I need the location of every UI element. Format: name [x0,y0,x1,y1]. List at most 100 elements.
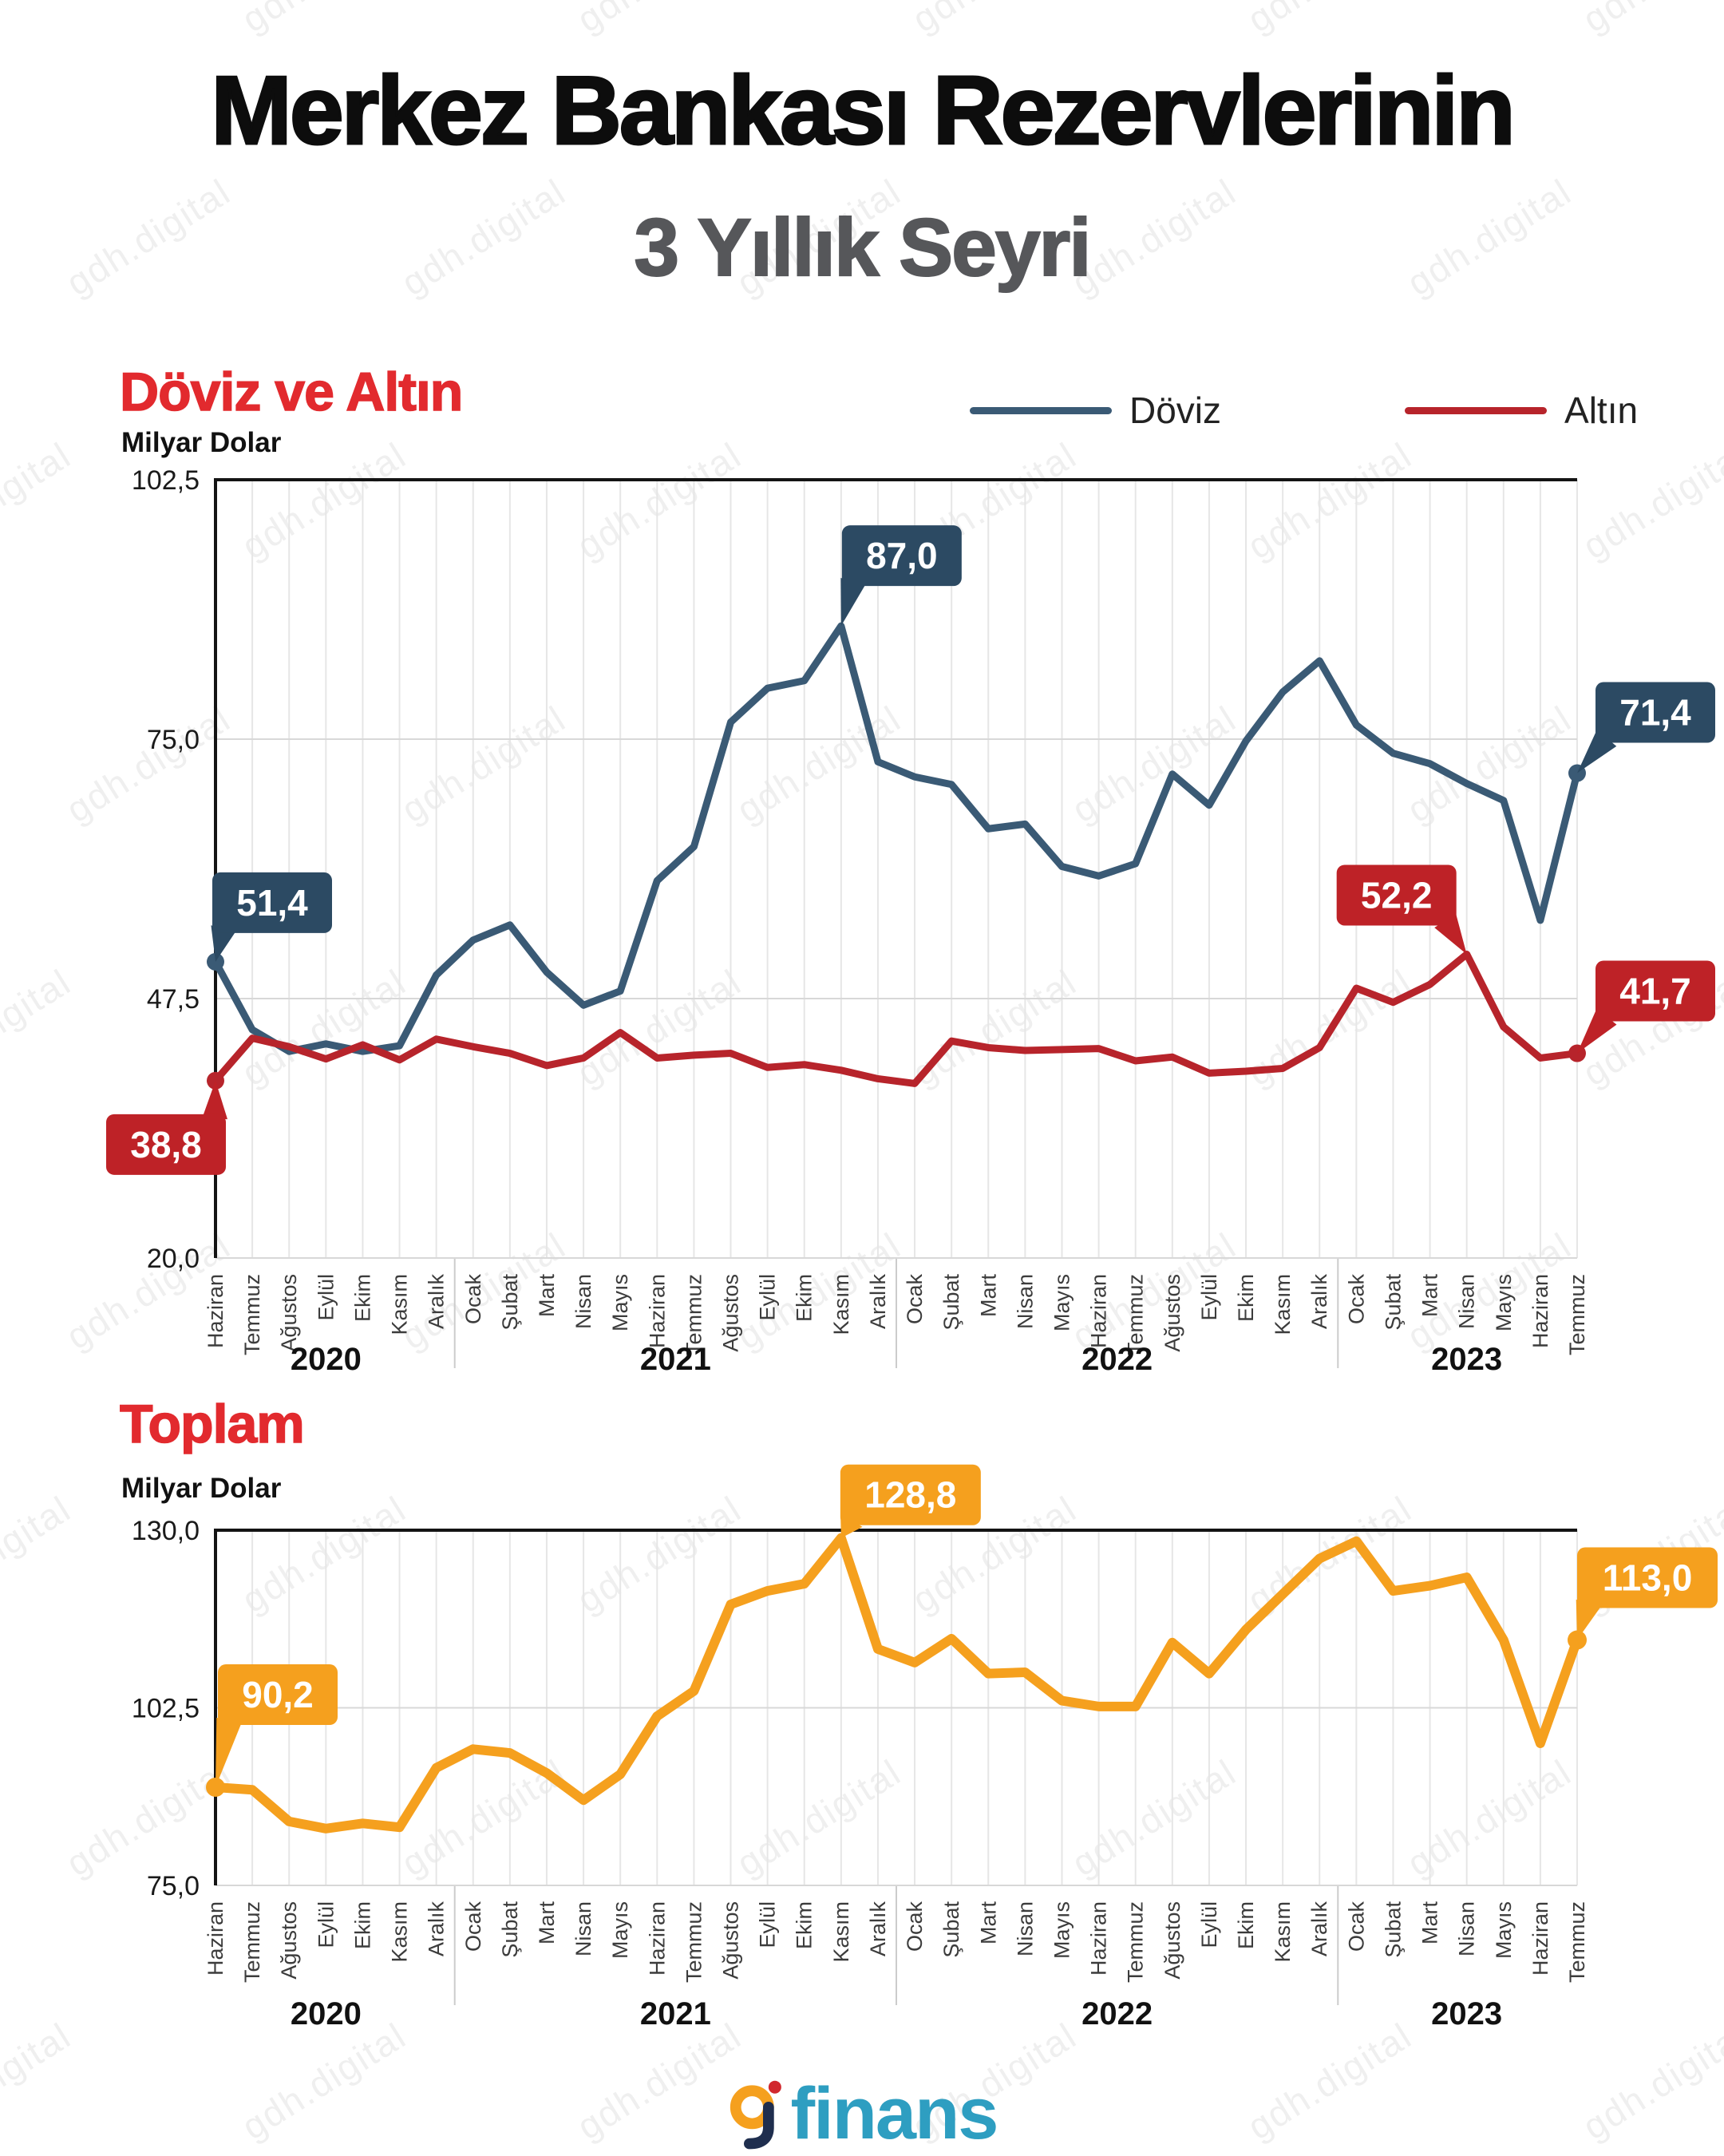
ytick-label: 47,5 [147,984,200,1015]
month-label: Mart [976,1274,1000,1317]
callout-51,4: 51,4 [211,872,332,962]
month-label: Ocak [461,1274,485,1325]
month-label: Haziran [645,1901,669,1976]
ytick-label: 130,0 [132,1516,200,1546]
endpoint-dot [206,1778,225,1798]
month-label: Ağustos [1161,1274,1184,1352]
doviz-line-swatch [970,406,1112,414]
endpoint-dot [207,952,224,971]
month-label: Ocak [461,1901,485,1952]
year-label: 2020 [291,1996,362,2031]
unit-label-chart2: Milyar Dolar [121,1473,282,1504]
month-label: Haziran [204,1901,227,1976]
endpoint-dot [207,1071,224,1090]
month-label: Ekim [793,1274,817,1322]
month-label: Ekim [1234,1274,1258,1322]
year-label: 2020 [291,1342,362,1377]
year-label: 2022 [1081,1996,1153,2031]
month-label: Eylül [756,1274,780,1321]
month-label: Haziran [1528,1901,1552,1976]
month-label: Kasım [1271,1901,1295,1963]
ytick-label: 75,0 [147,1871,200,1901]
month-label: Haziran [1087,1901,1111,1976]
month-label: Kasım [1271,1274,1295,1335]
callout-41,7: 41,7 [1577,960,1715,1054]
month-label: Şubat [1381,1274,1405,1331]
svg-text:52,2: 52,2 [1361,874,1433,916]
month-label: Kasım [388,1274,412,1335]
month-label: Mart [976,1901,1000,1944]
watermark-text: gdh.digital [234,0,413,41]
month-label: Ocak [1344,1901,1368,1952]
month-label: Kasım [829,1901,853,1963]
month-label: Aralık [1307,1274,1331,1330]
month-label: Ağustos [719,1274,743,1352]
month-label: Kasım [829,1274,853,1335]
month-label: Mayıs [1050,1901,1074,1959]
page-subtitle: 3 Yıllık Seyri [633,201,1092,294]
month-label: Mayıs [1050,1274,1074,1331]
legend-item-altin: Altın [1405,389,1638,432]
gfinans-logo: finans [0,2072,1724,2156]
month-label: Nisan [1013,1274,1037,1329]
month-label: Eylül [756,1901,780,1948]
section-title-doviz-altin: Döviz ve Altın [119,361,464,423]
month-label: Temmuz [682,1901,706,1983]
watermark-text: gdh.digital [569,0,749,41]
month-label: Mart [1418,1901,1442,1944]
altin-line-swatch [1405,406,1548,414]
month-label: Eylül [1197,1274,1221,1321]
callout-113,0: 113,0 [1576,1547,1718,1640]
month-label: Ekim [1234,1901,1258,1949]
svg-text:90,2: 90,2 [242,1674,314,1715]
month-label: Eylül [1197,1901,1221,1948]
section-title-toplam: Toplam [119,1393,305,1455]
month-label: Ekim [350,1274,374,1322]
month-label: Mayıs [1492,1901,1516,1959]
month-label: Ekim [350,1901,374,1949]
watermark-text: gdh.digital [1575,0,1724,41]
year-label: 2022 [1081,1342,1153,1377]
month-label: Şubat [1381,1901,1405,1958]
month-label: Ağustos [277,1274,301,1352]
callout-52,2: 52,2 [1336,864,1467,955]
month-label: Aralık [866,1901,890,1957]
ytick-label: 20,0 [147,1244,200,1274]
month-label: Temmuz [1124,1274,1148,1355]
month-label: Mayıs [608,1274,632,1331]
month-label: Temmuz [1565,1901,1589,1983]
page-title: Merkez Bankası Rezervlerinin [210,55,1517,166]
month-label: Mayıs [1492,1274,1516,1331]
month-label: Şubat [939,1901,963,1958]
callout-38,8: 38,8 [106,1080,227,1175]
year-label: 2023 [1431,1996,1502,2031]
gridlines [215,480,1578,1258]
year-label: 2021 [640,1996,711,2031]
month-label: Ocak [903,1274,927,1325]
series-line-Toplam [211,1533,1582,1834]
month-label: Mayıs [608,1901,632,1959]
svg-text:87,0: 87,0 [866,535,938,576]
month-label: Mart [535,1901,559,1944]
month-label: Mart [1418,1274,1442,1317]
month-label: Haziran [204,1274,227,1348]
month-label: Haziran [1087,1274,1111,1348]
ytick-label: 75,0 [147,725,200,755]
month-label: Haziran [1528,1274,1552,1348]
ytick-label: 102,5 [132,465,200,496]
watermark-text: gdh.digital [904,0,1084,41]
month-label: Temmuz [240,1901,264,1983]
svg-text:71,4: 71,4 [1619,692,1691,734]
series-line-Altın [212,950,1581,1087]
month-label: Eylül [314,1274,338,1321]
watermark-text: gdh.digital [0,0,78,41]
svg-text:41,7: 41,7 [1619,971,1691,1012]
callout-90,2: 90,2 [216,1664,338,1788]
legend: Döviz Altın [970,389,1638,432]
month-label: Aralık [1307,1901,1331,1957]
watermark-text: gdh.digital [1240,0,1419,41]
month-label: Nisan [571,1901,595,1956]
callout-128,8: 128,8 [840,1464,981,1538]
